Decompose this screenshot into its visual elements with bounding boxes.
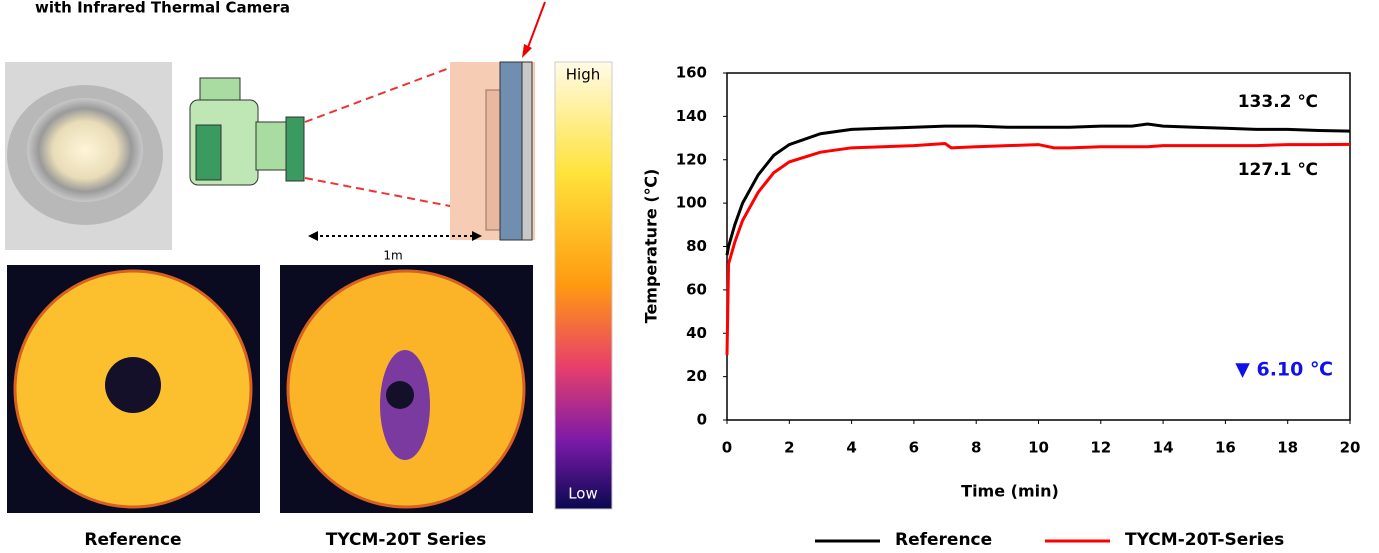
annotation: 127.1 ℃	[1238, 160, 1318, 180]
x-axis-label: Time (min)	[961, 482, 1059, 501]
scale-low: Low	[568, 485, 598, 503]
y-tick-label: 0	[697, 411, 707, 429]
x-tick-label: 16	[1215, 439, 1236, 457]
series-line	[725, 122, 1351, 256]
thermal-hole	[386, 381, 414, 409]
y-tick-label: 100	[676, 194, 707, 212]
series-line	[725, 141, 1351, 355]
lamp-side	[485, 89, 501, 231]
thermal-hole	[105, 357, 161, 413]
legend-label: TYCM-20T-Series	[1125, 530, 1284, 550]
arrow-head	[522, 44, 532, 58]
legend-label: Reference	[895, 530, 992, 550]
camera	[189, 77, 305, 186]
image-label: TYCM-20T Series	[326, 530, 487, 550]
y-tick-label: 140	[676, 107, 707, 125]
arrow-head	[472, 231, 482, 241]
lamp-back	[521, 61, 533, 241]
lamp-face	[27, 98, 143, 202]
image-label: Reference	[84, 530, 181, 550]
x-tick-label: 18	[1277, 439, 1298, 457]
x-tick-label: 0	[722, 439, 732, 457]
y-tick-label: 160	[676, 64, 707, 82]
annotation: 133.2 ℃	[1238, 92, 1318, 112]
view-line	[304, 177, 456, 208]
y-tick-label: 60	[686, 280, 707, 298]
x-tick-label: 20	[1340, 439, 1361, 457]
y-tick-label: 40	[686, 324, 707, 342]
lamp-panel	[499, 61, 523, 241]
x-tick-label: 10	[1028, 439, 1049, 457]
annotation: ▼ 6.10 ℃	[1235, 359, 1333, 381]
arrow-head	[308, 231, 318, 241]
scale-high: High	[566, 66, 600, 84]
color-scale	[554, 61, 613, 510]
x-tick-label: 2	[784, 439, 794, 457]
caption: with Infrared Thermal Camera	[35, 0, 290, 17]
y-axis-label: Temperature (℃)	[642, 169, 661, 324]
x-tick-label: 12	[1090, 439, 1111, 457]
y-tick-label: 20	[686, 367, 707, 385]
distance-label: 1m	[383, 249, 402, 263]
x-tick-label: 8	[971, 439, 981, 457]
y-tick-label: 120	[676, 150, 707, 168]
arrow	[526, 1, 546, 51]
y-tick-label: 80	[686, 237, 707, 255]
x-tick-label: 14	[1153, 439, 1174, 457]
view-line	[304, 66, 453, 123]
x-tick-label: 6	[909, 439, 919, 457]
x-tick-label: 4	[846, 439, 856, 457]
